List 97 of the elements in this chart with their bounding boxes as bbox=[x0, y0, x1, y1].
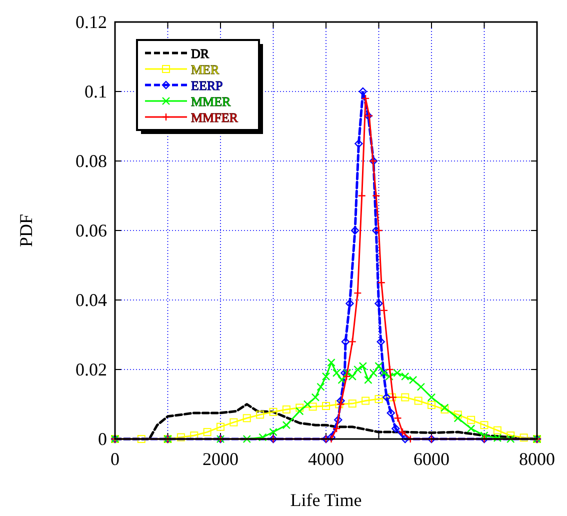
point bbox=[520, 434, 528, 442]
y-tick-label: 0 bbox=[98, 429, 107, 449]
point bbox=[454, 410, 462, 419]
point bbox=[282, 405, 290, 414]
point bbox=[401, 393, 410, 402]
point bbox=[308, 402, 317, 411]
point bbox=[362, 396, 370, 405]
point bbox=[364, 376, 372, 384]
point bbox=[361, 94, 370, 103]
point bbox=[348, 338, 356, 346]
point bbox=[372, 226, 380, 235]
point bbox=[137, 435, 146, 443]
point bbox=[506, 434, 515, 444]
x-tick-label: 8000 bbox=[519, 449, 555, 469]
point bbox=[385, 372, 394, 381]
point bbox=[416, 382, 426, 391]
point bbox=[348, 400, 356, 408]
point bbox=[346, 299, 354, 308]
point bbox=[311, 393, 320, 402]
legend-label: MMER bbox=[191, 94, 232, 109]
point bbox=[203, 428, 212, 436]
point bbox=[322, 402, 330, 410]
point bbox=[414, 396, 422, 405]
x-tick-label: 6000 bbox=[414, 449, 450, 469]
point bbox=[480, 421, 488, 430]
legend-label: MER bbox=[191, 62, 220, 77]
point bbox=[467, 416, 476, 424]
point bbox=[466, 424, 476, 433]
point bbox=[382, 393, 391, 402]
point bbox=[342, 372, 351, 381]
y-tick-label: 0.1 bbox=[84, 82, 107, 102]
point bbox=[374, 299, 383, 308]
point bbox=[392, 424, 400, 433]
point bbox=[386, 365, 394, 374]
y-tick-label: 0.02 bbox=[76, 360, 107, 380]
point bbox=[269, 428, 278, 436]
point bbox=[401, 372, 410, 381]
point bbox=[303, 400, 312, 408]
legend-label: DR bbox=[191, 46, 210, 61]
point bbox=[493, 434, 502, 442]
x-tick-label: 4000 bbox=[308, 449, 344, 469]
legend-label: MMFER bbox=[191, 110, 238, 125]
y-axis-title: PDF bbox=[16, 214, 36, 248]
point bbox=[242, 414, 251, 422]
y-tick-label: 0.04 bbox=[76, 290, 107, 310]
point bbox=[358, 362, 368, 370]
point bbox=[176, 433, 185, 442]
point bbox=[316, 382, 325, 391]
point bbox=[341, 338, 350, 346]
point bbox=[327, 358, 336, 367]
point bbox=[372, 192, 380, 200]
y-tick-label: 0.06 bbox=[76, 220, 107, 240]
x-tick-label: 0 bbox=[110, 449, 120, 469]
point bbox=[398, 428, 407, 436]
x-tick-label: 2000 bbox=[202, 449, 238, 469]
point bbox=[338, 376, 346, 384]
point bbox=[369, 368, 378, 378]
point bbox=[386, 408, 395, 418]
point bbox=[380, 306, 388, 315]
legend-label: EERP bbox=[191, 78, 223, 93]
point bbox=[428, 400, 436, 409]
point bbox=[343, 368, 352, 378]
point bbox=[427, 393, 436, 402]
point bbox=[258, 433, 267, 442]
point bbox=[296, 404, 304, 412]
point bbox=[242, 434, 251, 444]
point bbox=[493, 426, 502, 434]
point bbox=[394, 414, 402, 422]
x-axis-title: Life Time bbox=[290, 490, 362, 510]
point bbox=[336, 396, 345, 405]
point bbox=[282, 421, 291, 430]
point bbox=[256, 410, 264, 419]
point bbox=[358, 192, 366, 200]
point bbox=[350, 226, 360, 235]
point bbox=[374, 226, 383, 235]
point bbox=[269, 408, 278, 416]
point bbox=[332, 424, 341, 433]
y-tick-label: 0.08 bbox=[76, 151, 107, 171]
point bbox=[334, 416, 342, 424]
point bbox=[230, 418, 238, 426]
point bbox=[216, 422, 224, 431]
y-tick-label: 0.12 bbox=[76, 12, 107, 32]
point bbox=[354, 288, 362, 298]
point bbox=[377, 278, 386, 287]
point bbox=[296, 407, 304, 416]
point bbox=[393, 368, 402, 378]
point bbox=[374, 362, 383, 370]
point bbox=[401, 434, 410, 444]
point bbox=[354, 140, 363, 148]
point bbox=[454, 414, 462, 422]
point bbox=[374, 395, 383, 404]
point bbox=[348, 372, 356, 381]
point bbox=[408, 376, 418, 384]
point bbox=[332, 368, 341, 378]
point bbox=[376, 338, 385, 346]
point bbox=[322, 372, 330, 381]
point bbox=[354, 365, 362, 374]
